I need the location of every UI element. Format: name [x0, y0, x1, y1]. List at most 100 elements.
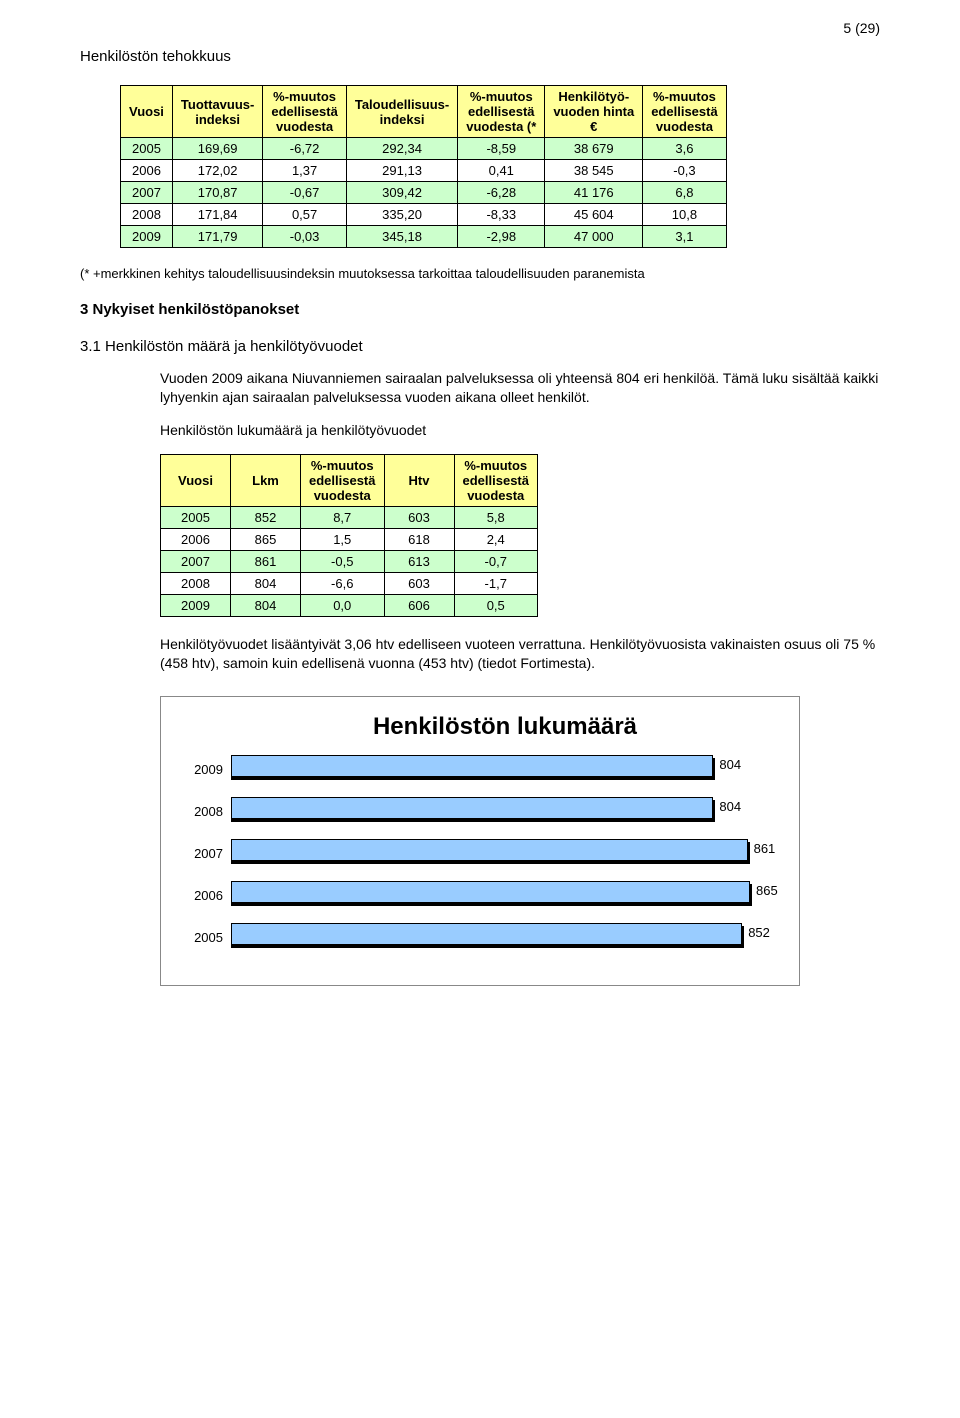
- table-row: 20058528,76035,8: [161, 506, 538, 528]
- chart-bar-value-label: 865: [756, 883, 778, 898]
- table-cell: 1,37: [263, 160, 347, 182]
- table-cell: -0,5: [301, 550, 385, 572]
- chart-year-label: 2007: [181, 846, 231, 861]
- chart-bar-area: 852: [231, 923, 779, 951]
- table-cell: 603: [384, 572, 454, 594]
- table-header-cell: %-muutos edellisestä vuodesta: [301, 454, 385, 506]
- chart-bars-container: 20098042008804200786120068652005852: [181, 755, 779, 951]
- section3-title: 3 Nykyiset henkilöstöpanokset: [80, 301, 880, 318]
- table-header-cell: %-muutos edellisestä vuodesta: [454, 454, 538, 506]
- table-cell: 0,57: [263, 204, 347, 226]
- table-cell: -2,98: [458, 226, 545, 248]
- chart-row: 2005852: [181, 923, 779, 951]
- table-cell: 2007: [161, 550, 231, 572]
- table-header-cell: %-muutos edellisestä vuodesta: [263, 86, 347, 138]
- table-cell: 0,5: [454, 594, 538, 616]
- table-cell: -6,28: [458, 182, 545, 204]
- table-cell: 291,13: [346, 160, 457, 182]
- chart-bar-area: 865: [231, 881, 779, 909]
- table-row: 20068651,56182,4: [161, 528, 538, 550]
- table-cell: 2007: [121, 182, 173, 204]
- table-cell: 45 604: [545, 204, 643, 226]
- table-cell: -0,67: [263, 182, 347, 204]
- chart-bar: [231, 755, 713, 777]
- para-intro: Vuoden 2009 aikana Niuvanniemen sairaala…: [160, 369, 880, 407]
- chart-year-label: 2009: [181, 762, 231, 777]
- table-cell: 606: [384, 594, 454, 616]
- table-cell: 47 000: [545, 226, 643, 248]
- section31-title: 3.1 Henkilöstön määrä ja henkilötyövuode…: [80, 338, 880, 355]
- chart-bar-area: 861: [231, 839, 779, 867]
- chart-row: 2007 861: [181, 839, 779, 867]
- table-cell: 2008: [161, 572, 231, 594]
- table-cell: -0,3: [643, 160, 727, 182]
- table-row: 2008171,840,57335,20-8,3345 60410,8: [121, 204, 727, 226]
- lukumaara-chart: Henkilöstön lukumäärä 200980420088042007…: [160, 696, 800, 986]
- table-cell: -0,7: [454, 550, 538, 572]
- table-cell: -8,59: [458, 138, 545, 160]
- table-cell: 170,87: [172, 182, 262, 204]
- table-header-cell: %-muutos edellisestä vuodesta (*: [458, 86, 545, 138]
- chart-row: 2006 865: [181, 881, 779, 909]
- chart-bar-area: 804: [231, 755, 779, 783]
- table-cell: 171,79: [172, 226, 262, 248]
- table-cell: 5,8: [454, 506, 538, 528]
- table-cell: 10,8: [643, 204, 727, 226]
- table-cell: 38 545: [545, 160, 643, 182]
- table-row: 2009171,79-0,03345,18-2,9847 0003,1: [121, 226, 727, 248]
- section-title-tehokkuus: Henkilöstön tehokkuus: [80, 48, 880, 65]
- chart-bar: [231, 881, 750, 903]
- table-header-cell: Htv: [384, 454, 454, 506]
- table-row: 2007861-0,5613-0,7: [161, 550, 538, 572]
- tehokkuus-table: VuosiTuottavuus- indeksi%-muutos edellis…: [120, 85, 727, 248]
- chart-year-label: 2006: [181, 888, 231, 903]
- table-cell: 345,18: [346, 226, 457, 248]
- table-cell: -6,6: [301, 572, 385, 594]
- table-header-cell: Vuosi: [121, 86, 173, 138]
- chart-bar-value-label: 861: [754, 841, 776, 856]
- table-cell: 613: [384, 550, 454, 572]
- table-header-cell: %-muutos edellisestä vuodesta: [643, 86, 727, 138]
- chart-year-label: 2005: [181, 930, 231, 945]
- chart-bar-area: 804: [231, 797, 779, 825]
- page-number: 5 (29): [843, 20, 880, 36]
- para-table2-heading: Henkilöstön lukumäärä ja henkilötyövuode…: [160, 421, 880, 440]
- table-cell: 6,8: [643, 182, 727, 204]
- table-cell: 2005: [121, 138, 173, 160]
- table-cell: 8,7: [301, 506, 385, 528]
- table-cell: -8,33: [458, 204, 545, 226]
- table-cell: 2005: [161, 506, 231, 528]
- table-cell: 309,42: [346, 182, 457, 204]
- table-row: 2007170,87-0,67309,42-6,2841 1766,8: [121, 182, 727, 204]
- table-cell: 804: [231, 572, 301, 594]
- table-cell: 2006: [121, 160, 173, 182]
- page-container: 5 (29) Henkilöstön tehokkuus VuosiTuotta…: [0, 0, 960, 1026]
- table-header-cell: Vuosi: [161, 454, 231, 506]
- para-htv-summary: Henkilötyövuodet lisääntyivät 3,06 htv e…: [160, 635, 880, 673]
- table-cell: 2009: [161, 594, 231, 616]
- chart-row: 2009804: [181, 755, 779, 783]
- table-header-cell: Taloudellisuus- indeksi: [346, 86, 457, 138]
- table-cell: 1,5: [301, 528, 385, 550]
- table-cell: 38 679: [545, 138, 643, 160]
- table-cell: 852: [231, 506, 301, 528]
- table-cell: 603: [384, 506, 454, 528]
- table-cell: 171,84: [172, 204, 262, 226]
- table-cell: 172,02: [172, 160, 262, 182]
- table-cell: 3,1: [643, 226, 727, 248]
- table-cell: -6,72: [263, 138, 347, 160]
- table-header-cell: Henkilötyö- vuoden hinta €: [545, 86, 643, 138]
- chart-title: Henkilöstön lukumäärä: [231, 713, 779, 741]
- chart-bar: [231, 923, 742, 945]
- table-cell: 861: [231, 550, 301, 572]
- table-header-cell: Tuottavuus- indeksi: [172, 86, 262, 138]
- table-cell: 2006: [161, 528, 231, 550]
- table-cell: 2009: [121, 226, 173, 248]
- table-row: 20098040,06060,5: [161, 594, 538, 616]
- table-cell: 618: [384, 528, 454, 550]
- table-cell: 804: [231, 594, 301, 616]
- table-cell: 3,6: [643, 138, 727, 160]
- table-row: 2006172,021,37291,130,4138 545-0,3: [121, 160, 727, 182]
- chart-year-label: 2008: [181, 804, 231, 819]
- chart-row: 2008804: [181, 797, 779, 825]
